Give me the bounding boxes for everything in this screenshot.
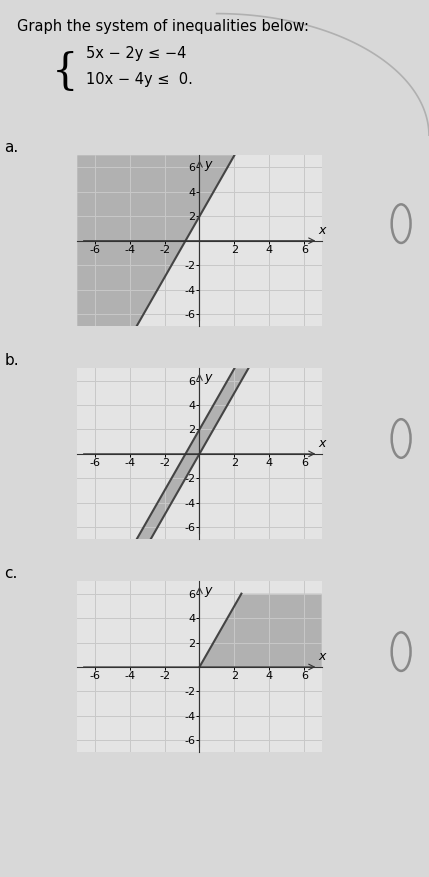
Text: y: y xyxy=(205,158,212,171)
Polygon shape xyxy=(199,594,322,667)
Text: 10x − 4y ≤  0.: 10x − 4y ≤ 0. xyxy=(86,72,193,87)
Text: {: { xyxy=(51,51,78,93)
Text: Graph the system of inequalities below:: Graph the system of inequalities below: xyxy=(17,19,309,34)
Text: 5x − 2y ≤ −4: 5x − 2y ≤ −4 xyxy=(86,46,186,61)
Text: y: y xyxy=(205,584,212,597)
Text: y: y xyxy=(205,371,212,384)
Text: x: x xyxy=(318,437,326,450)
Text: a.: a. xyxy=(4,140,18,155)
Polygon shape xyxy=(136,368,248,539)
Text: c.: c. xyxy=(4,566,18,581)
Polygon shape xyxy=(77,155,234,326)
Text: x: x xyxy=(318,224,326,237)
Text: b.: b. xyxy=(4,353,19,367)
Text: x: x xyxy=(318,650,326,663)
